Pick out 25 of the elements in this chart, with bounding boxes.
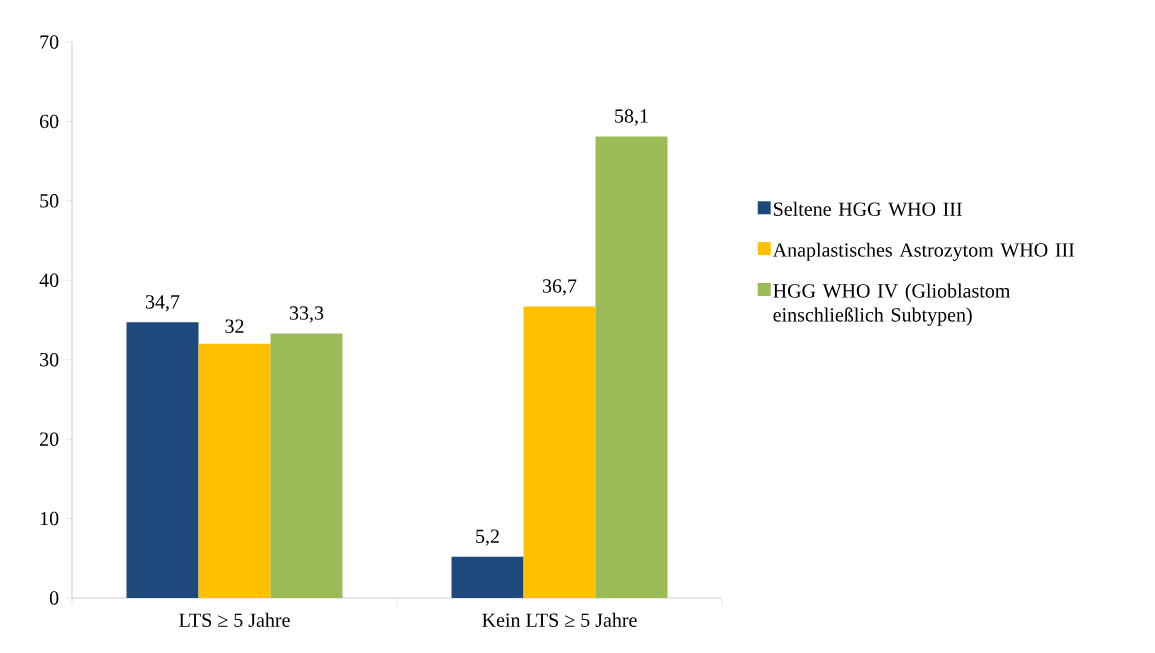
legend-label: Seltene HGG WHO III (774, 201, 962, 217)
data-label: 5,2 (476, 529, 499, 546)
y-tick-label: 60 (40, 114, 59, 129)
y-tick-label: 50 (40, 194, 59, 208)
y-tick-label: 30 (40, 352, 59, 367)
bar (198, 343, 271, 598)
x-tick-label: Kein LTS ≥ 5 Jahre (482, 612, 637, 627)
y-tick-label: 10 (40, 511, 59, 526)
y-tick-label: 70 (40, 35, 59, 49)
data-label: 32 (225, 319, 244, 333)
data-label: 33,3 (289, 306, 324, 323)
bar (270, 333, 343, 598)
bar (451, 556, 524, 598)
bar (126, 322, 199, 598)
data-label: 34,7 (145, 295, 180, 312)
bar (595, 136, 668, 598)
legend-label: HGG WHO IV (Glioblastom einschließlich Subtypen) (773, 283, 1011, 326)
legend-label: Anaplastisches Astrozytom WHO III (772, 242, 1075, 261)
bar (523, 306, 596, 598)
y-tick-label: 40 (39, 273, 59, 288)
x-tick-label: LTS ≥ 5 Jahre (179, 612, 290, 627)
y-tick-label: 0 (49, 591, 59, 605)
data-label: 36,7 (542, 279, 577, 296)
data-label: 58,1 (615, 109, 648, 126)
y-tick-label: 20 (40, 432, 59, 446)
